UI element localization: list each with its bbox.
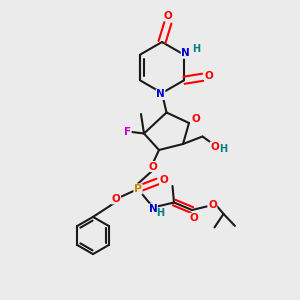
Text: H: H bbox=[193, 44, 201, 54]
Text: P: P bbox=[134, 184, 142, 194]
Text: O: O bbox=[208, 200, 217, 210]
Text: N: N bbox=[181, 48, 190, 58]
Text: O: O bbox=[112, 194, 121, 204]
Text: O: O bbox=[148, 161, 158, 172]
Text: O: O bbox=[205, 71, 214, 81]
Text: O: O bbox=[210, 142, 219, 152]
Text: N: N bbox=[156, 89, 165, 100]
Text: O: O bbox=[191, 114, 200, 124]
Text: O: O bbox=[164, 11, 172, 21]
Text: N: N bbox=[148, 204, 158, 214]
Text: H: H bbox=[219, 144, 227, 154]
Text: O: O bbox=[160, 175, 169, 185]
Text: F: F bbox=[124, 127, 131, 137]
Text: H: H bbox=[156, 208, 164, 218]
Text: O: O bbox=[189, 213, 198, 224]
